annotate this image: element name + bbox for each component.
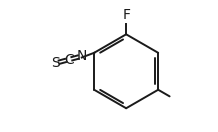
Text: N: N — [76, 49, 87, 63]
Text: S: S — [51, 56, 60, 70]
Text: F: F — [122, 8, 130, 22]
Text: C: C — [64, 53, 73, 67]
